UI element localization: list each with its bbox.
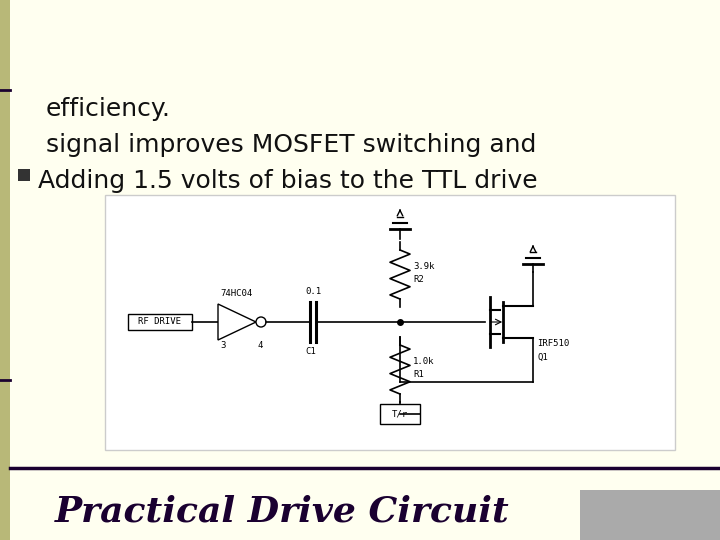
- Text: RF DRIVE: RF DRIVE: [138, 318, 181, 327]
- Text: 74HC04: 74HC04: [220, 289, 252, 299]
- Text: C1: C1: [305, 348, 316, 356]
- Bar: [18, 169, 30, 181]
- Text: Q1: Q1: [537, 353, 548, 361]
- Text: T/r: T/r: [392, 409, 408, 418]
- Text: 0.1: 0.1: [305, 287, 321, 296]
- Text: R1: R1: [413, 370, 424, 379]
- Text: 3.9k: 3.9k: [413, 262, 434, 271]
- Circle shape: [256, 317, 266, 327]
- Text: Adding 1.5 volts of bias to the TTL drive: Adding 1.5 volts of bias to the TTL driv…: [38, 169, 538, 193]
- Text: R2: R2: [413, 275, 424, 284]
- Text: IRF510: IRF510: [537, 340, 570, 348]
- Bar: [380, 404, 420, 424]
- Bar: [580, 490, 720, 540]
- Bar: [105, 195, 675, 450]
- Text: Practical Drive Circuit: Practical Drive Circuit: [55, 495, 510, 529]
- Bar: [128, 314, 192, 330]
- Text: 3: 3: [220, 341, 225, 349]
- Text: efficiency.: efficiency.: [46, 97, 171, 121]
- Text: 1.0k: 1.0k: [413, 357, 434, 366]
- Text: 4: 4: [258, 341, 264, 349]
- Polygon shape: [218, 304, 256, 340]
- Text: signal improves MOSFET switching and: signal improves MOSFET switching and: [46, 133, 536, 157]
- Bar: [0, 0, 10, 540]
